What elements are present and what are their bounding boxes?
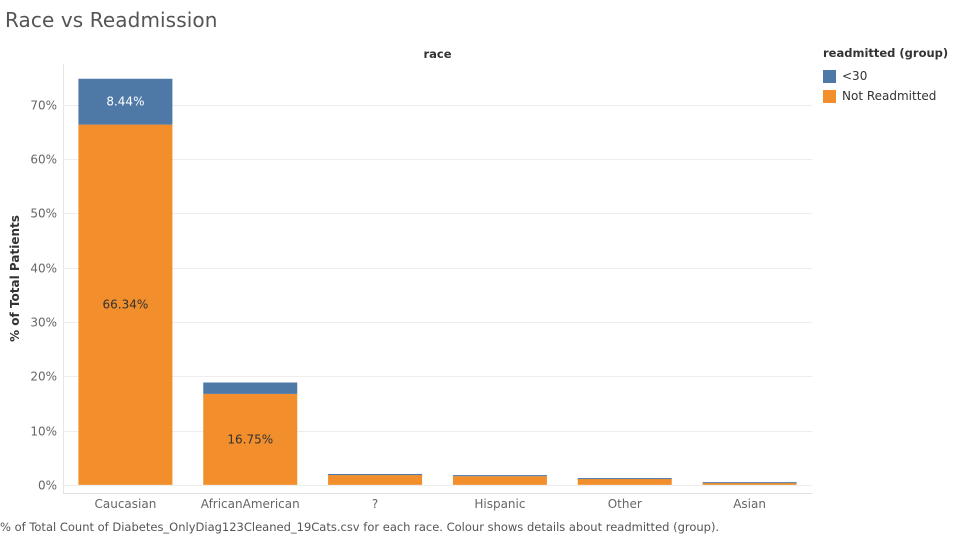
bar-not-readmitted [203, 393, 298, 485]
x-tick-label: Asian [733, 497, 766, 511]
y-tick-label: 10% [30, 425, 57, 439]
legend-item-under-30[interactable]: <30 [823, 66, 948, 86]
bar-not-readmitted [577, 478, 672, 485]
bar-under-30 [203, 382, 298, 394]
data-labels: 8.44% 66.34% 16.75% [103, 95, 274, 447]
y-tick-label: 70% [30, 99, 57, 113]
y-tick-label: 0% [38, 479, 57, 493]
bar-not-readmitted [452, 476, 547, 485]
data-label: 8.44% [106, 95, 144, 109]
data-label: 16.75% [227, 432, 273, 446]
x-tick-label: Hispanic [474, 497, 525, 511]
bar-not-readmitted [328, 475, 423, 485]
y-tick-label: 40% [30, 262, 57, 276]
legend-swatch [823, 89, 836, 103]
gridlines [63, 105, 812, 486]
y-tick-label: 50% [30, 207, 57, 221]
legend-label: <30 [842, 69, 868, 83]
bar-under-30 [78, 78, 173, 125]
y-axis-title: % of Total Patients [8, 215, 22, 342]
x-tick-label: Other [608, 497, 642, 511]
x-tick-label: AfricanAmerican [201, 497, 300, 511]
bar-not-readmitted [702, 482, 797, 485]
bar-under-30 [702, 482, 797, 484]
chart-title: Race vs Readmission [5, 8, 218, 32]
bar-under-30 [328, 473, 423, 476]
column-header: race [423, 47, 451, 61]
y-tick-label: 60% [30, 153, 57, 167]
legend-swatch [823, 69, 836, 83]
bars [78, 78, 797, 485]
legend-label: Not Readmitted [842, 89, 937, 103]
bar-under-30 [452, 475, 547, 477]
legend-item-not-readmitted[interactable]: Not Readmitted [823, 86, 948, 106]
bar-under-30 [577, 478, 672, 480]
y-tick-label: 30% [30, 316, 57, 330]
axes: 0% 10% 20% 30% 40% 50% 60% 70% race % of Total Pa… [8, 47, 812, 511]
x-tick-label: Caucasian [94, 497, 156, 511]
legend-title: readmitted (group) [823, 46, 949, 60]
y-tick-label: 20% [30, 370, 57, 384]
bar-not-readmitted [78, 124, 173, 485]
x-tick-label: ? [372, 497, 378, 511]
data-label: 66.34% [103, 298, 149, 312]
chart-caption: % of Total Count of Diabetes_OnlyDiag123… [0, 520, 720, 534]
legend: readmitted (group) <30 Not Readmitted [823, 46, 948, 106]
